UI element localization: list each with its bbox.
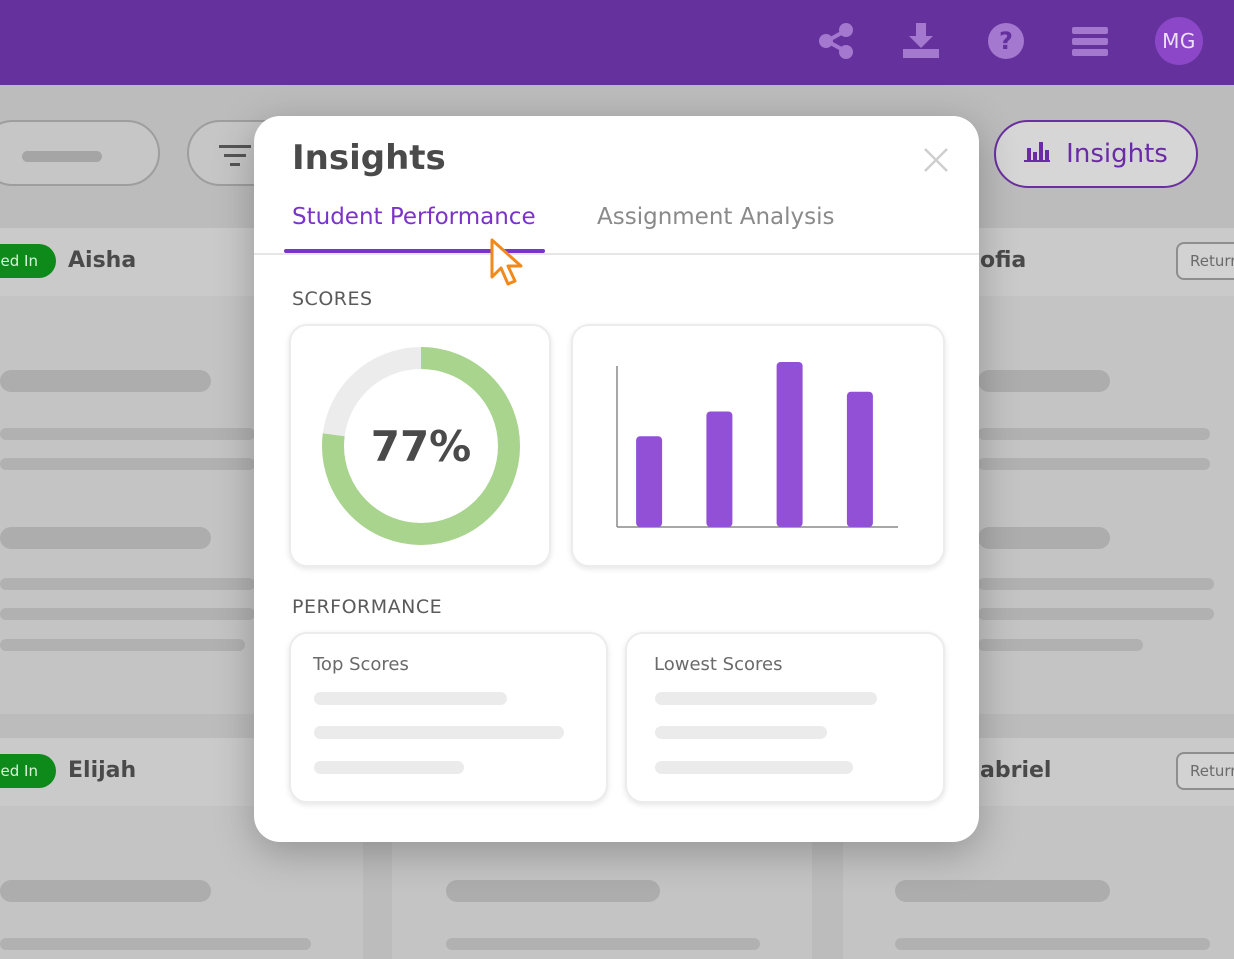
student-name: Aisha (68, 248, 137, 273)
status-badge: ned In (0, 754, 56, 788)
active-tab-indicator (284, 249, 545, 253)
lowest-scores-title: Lowest Scores (654, 654, 783, 675)
skeleton-line (314, 726, 564, 739)
score-bar-chart (616, 362, 898, 528)
skeleton-line (314, 761, 464, 774)
skeleton-line (0, 880, 211, 902)
score-bar-chart-card (571, 324, 945, 567)
skeleton-line (314, 692, 507, 705)
skeleton-line (655, 726, 827, 739)
bar-chart-icon (1024, 139, 1051, 169)
skeleton-line (0, 938, 311, 950)
tab-divider (254, 253, 979, 255)
student-card-sofia (978, 228, 1234, 714)
bar-4 (846, 391, 873, 527)
status-badge-text: ned In (0, 762, 38, 780)
skeleton-line (0, 458, 255, 470)
bar-2 (706, 411, 733, 527)
help-icon[interactable]: ? (986, 21, 1026, 61)
search-pill[interactable] (0, 120, 160, 186)
lowest-scores-card: Lowest Scores (625, 632, 945, 803)
skeleton-line (978, 428, 1210, 440)
donut-slice-score (322, 347, 520, 545)
tab-student-performance[interactable]: Student Performance (292, 204, 536, 230)
student-card-aisha (0, 228, 255, 714)
skeleton-line (655, 692, 877, 705)
menu-icon[interactable] (1070, 21, 1110, 61)
top-bar: ? MG (0, 0, 1234, 85)
skeleton-line (978, 639, 1143, 651)
top-scores-title: Top Scores (313, 654, 409, 675)
student-name: ofia (980, 248, 1027, 273)
skeleton-line (0, 608, 255, 620)
skeleton-line (0, 527, 211, 549)
skeleton-line (895, 938, 1210, 950)
download-icon[interactable] (901, 21, 941, 61)
insights-modal: Insights Student Performance Assignment … (254, 116, 979, 842)
performance-section-label: PERFORMANCE (292, 596, 443, 618)
insights-button[interactable]: Insights (994, 120, 1198, 188)
share-icon[interactable] (816, 21, 856, 61)
score-donut-card: 77% (289, 324, 551, 567)
skeleton-line (0, 578, 255, 590)
skeleton-line (895, 880, 1110, 902)
mouse-cursor-icon (488, 237, 526, 293)
scores-section-label: SCORES (292, 288, 373, 310)
student-name: abriel (980, 758, 1052, 783)
insights-button-label: Insights (1066, 139, 1168, 169)
return-button-label: Return (1190, 252, 1234, 270)
return-button[interactable]: Return (1176, 242, 1234, 280)
return-button[interactable]: Return (1176, 752, 1234, 790)
close-icon[interactable] (922, 146, 950, 174)
status-badge: ned In (0, 244, 56, 278)
skeleton-line (978, 578, 1214, 590)
skeleton-line (0, 428, 255, 440)
avatar[interactable]: MG (1155, 17, 1203, 65)
filter-icon (219, 144, 251, 172)
skeleton-line (978, 370, 1110, 392)
search-placeholder-bar (22, 151, 102, 162)
return-button-label: Return (1190, 762, 1234, 780)
bar-3 (776, 362, 803, 527)
status-badge-text: ned In (0, 252, 38, 270)
top-scores-card: Top Scores (289, 632, 608, 803)
svg-text:?: ? (999, 27, 1013, 55)
tab-assignment-analysis[interactable]: Assignment Analysis (597, 204, 835, 230)
score-donut-chart (322, 347, 520, 545)
score-percent: 77% (370, 421, 472, 471)
skeleton-line (978, 527, 1110, 549)
bar-1 (636, 436, 663, 527)
skeleton-line (978, 608, 1214, 620)
skeleton-line (0, 370, 211, 392)
skeleton-line (978, 458, 1210, 470)
modal-title: Insights (292, 138, 446, 178)
student-name: Elijah (68, 758, 137, 783)
skeleton-line (655, 761, 853, 774)
skeleton-line (0, 639, 245, 651)
skeleton-line (446, 880, 660, 902)
skeleton-line (446, 938, 760, 950)
